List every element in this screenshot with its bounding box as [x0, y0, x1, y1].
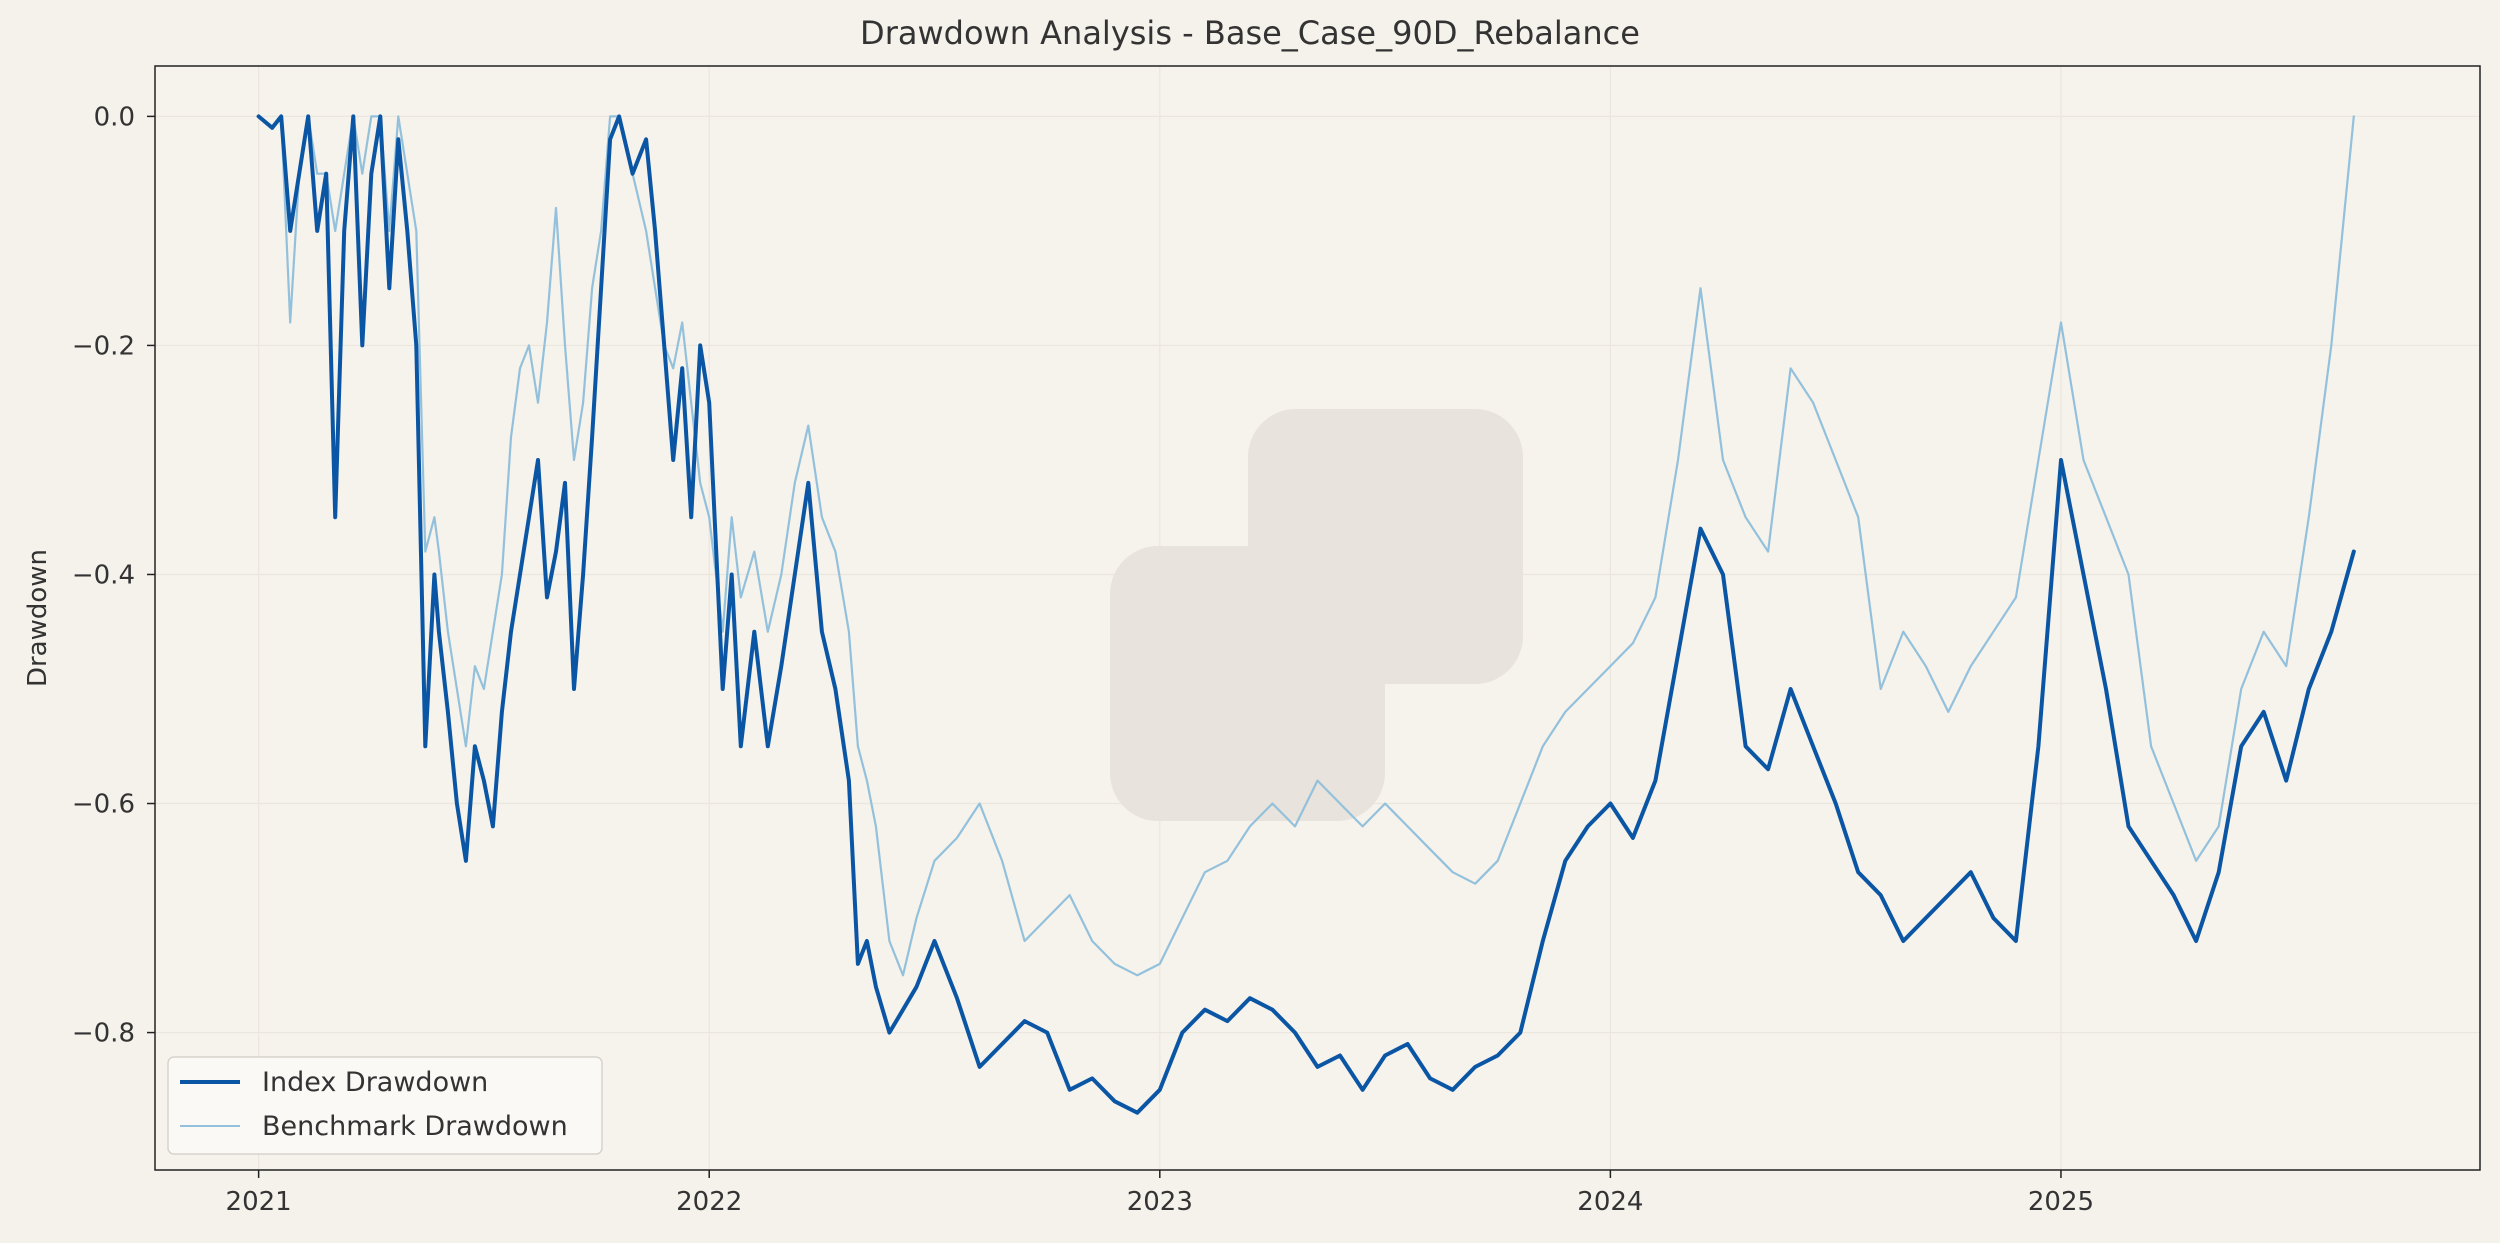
- y-tick-label: −0.2: [72, 331, 135, 361]
- y-tick-label: −0.4: [72, 560, 135, 590]
- y-axis: 0.0 −0.2 −0.4 −0.6 −0.8: [72, 102, 155, 1049]
- plot-frame: [154, 65, 2481, 1171]
- y-tick-label: −0.6: [72, 790, 135, 820]
- x-tick-label: 2023: [1127, 1187, 1193, 1217]
- x-axis: 2021 2022 2023 2024 2025: [226, 1170, 2094, 1217]
- y-tick-label: −0.8: [72, 1019, 135, 1049]
- x-tick-label: 2021: [226, 1187, 292, 1217]
- series-line-index-drawdown: [256, 114, 2356, 1115]
- y-tick-label: 0.0: [94, 102, 135, 132]
- x-tick-label: 2025: [2028, 1187, 2094, 1217]
- legend: Index Drawdown Benchmark Drawdown: [167, 1056, 603, 1155]
- legend-label-benchmark: Benchmark Drawdown: [262, 1111, 568, 1142]
- y-axis-label: Drawdown: [23, 549, 53, 687]
- watermark-square-lower: [1110, 546, 1385, 821]
- series-line-benchmark-drawdown: [257, 115, 2355, 977]
- chart-title: Drawdown Analysis - Base_Case_90D_Rebala…: [860, 14, 1640, 52]
- series-lines: [256, 114, 2356, 1115]
- legend-label-index: Index Drawdown: [262, 1067, 488, 1098]
- x-tick-label: 2024: [1577, 1187, 1643, 1217]
- legend-box: [167, 1056, 603, 1155]
- x-tick-label: 2022: [676, 1187, 742, 1217]
- watermark-logo: [1110, 409, 1523, 821]
